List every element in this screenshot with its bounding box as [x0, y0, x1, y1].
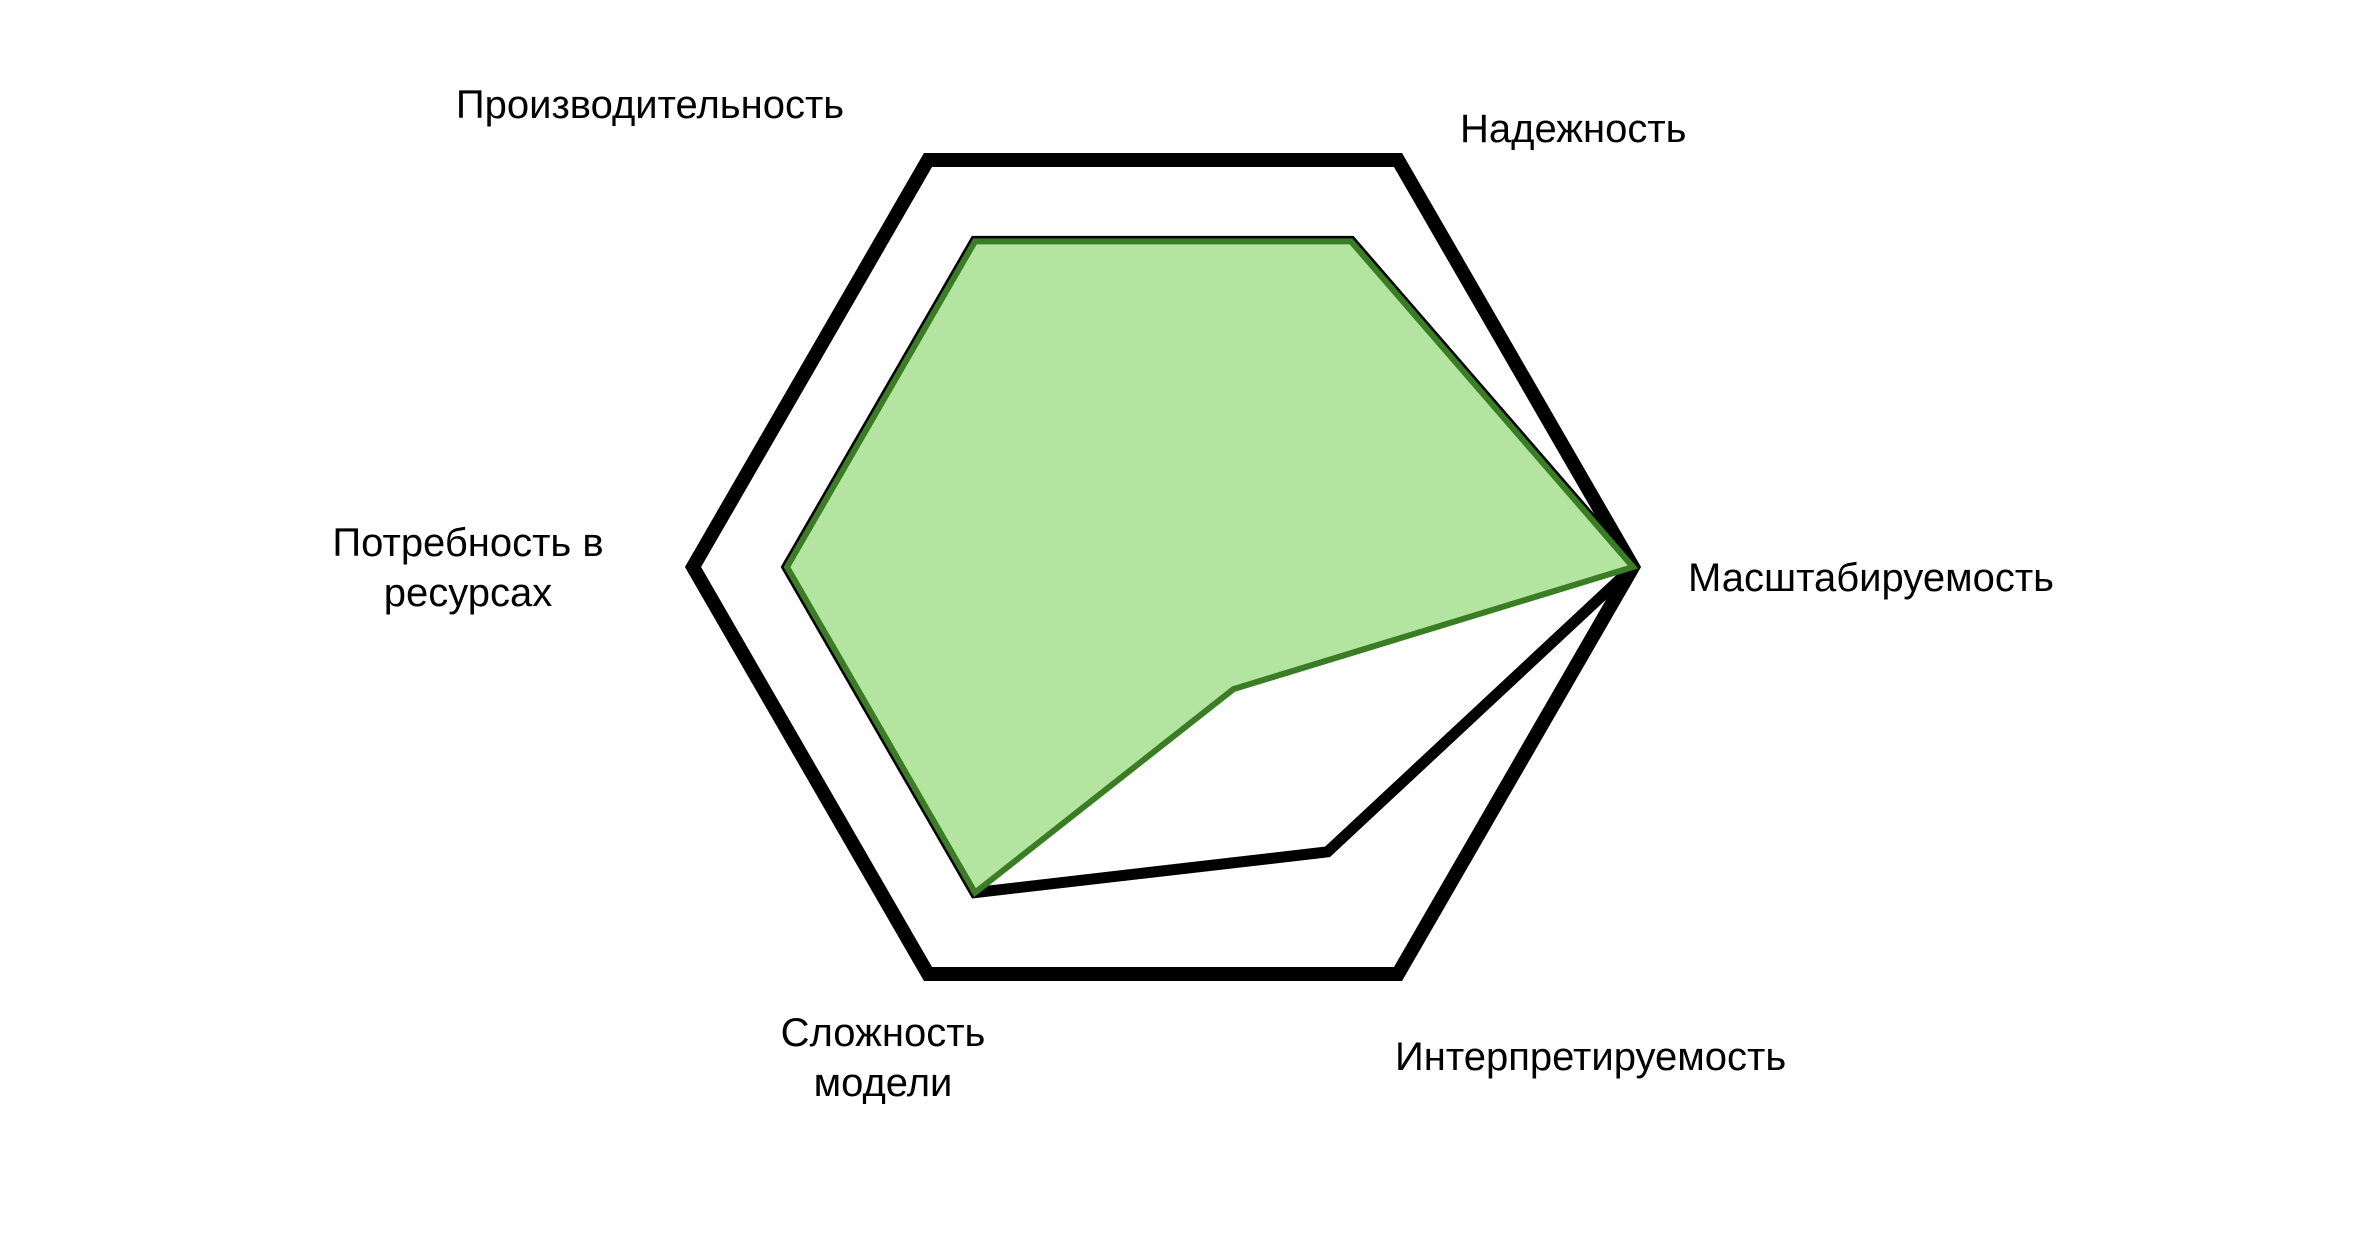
axis-label-interpretability: Интерпретируемость [1395, 1035, 1786, 1079]
series-area-green [783, 238, 1639, 898]
axis-label-complexity: Сложность модели [781, 1011, 986, 1105]
axis-label-line: Интерпретируемость [1395, 1035, 1786, 1079]
axis-label-line: Производительность [456, 83, 844, 127]
axis-label-line: Масштабируемость [1688, 556, 2054, 600]
axis-label-performance: Производительность [456, 83, 844, 127]
axis-label-resources: Потребность в ресурсах [332, 521, 603, 615]
axis-label-line: модели [814, 1061, 953, 1105]
axis-labels: Производительность Надежность Масштабируем… [332, 83, 2054, 1105]
axis-label-line: Надежность [1460, 107, 1687, 151]
grid-hexagon-outer [684, 153, 1642, 981]
axis-label-reliability: Надежность [1460, 107, 1687, 151]
axis-label-line: Сложность [781, 1011, 986, 1055]
axis-label-scalability: Масштабируемость [1688, 556, 2054, 600]
radar-series [780, 235, 1641, 899]
radar-grid [684, 153, 1642, 981]
axis-label-line: ресурсах [384, 571, 553, 615]
axis-label-line: Потребность в [332, 521, 603, 565]
